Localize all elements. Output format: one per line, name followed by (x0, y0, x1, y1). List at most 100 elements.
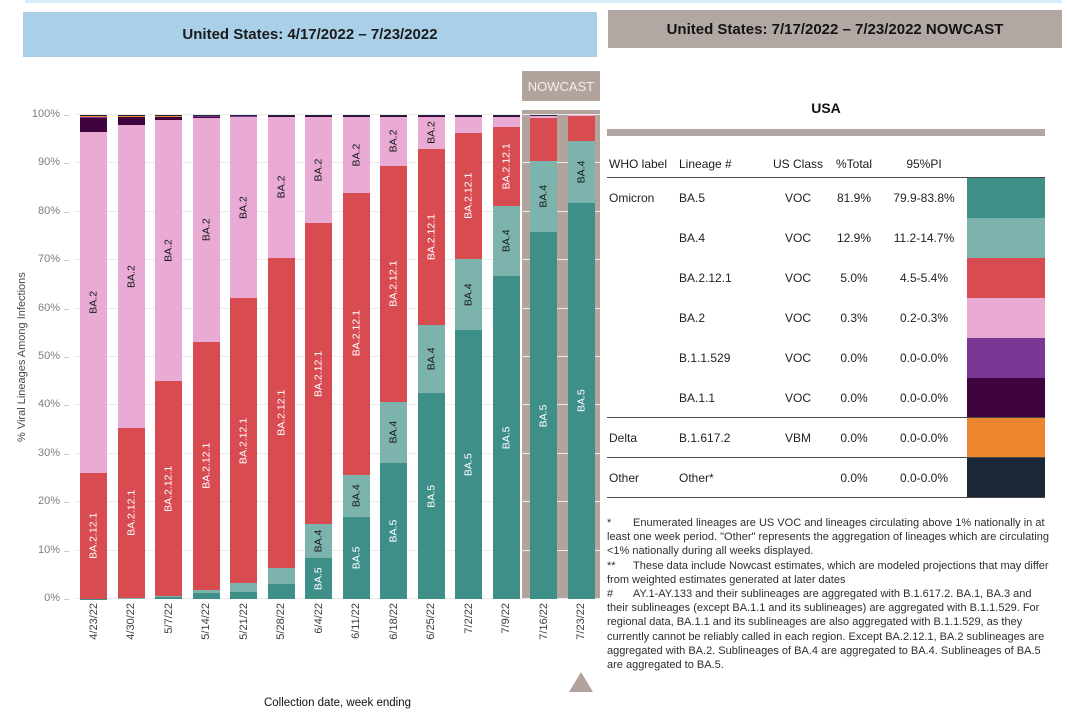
bar-segment-BA.4[interactable] (267, 567, 295, 584)
bar-segment-BA.1.1[interactable] (117, 117, 145, 125)
footnote: * Enumerated lineages are US VOC and line… (607, 517, 1049, 558)
table-cell: 79.9-83.8% (893, 191, 955, 205)
bar-segment-BA.1.1[interactable] (80, 117, 108, 132)
bar-segment-BA.5[interactable]: BA.5 (342, 516, 370, 599)
stacked-bar-6-11-22[interactable]: BA.5 BA.4 BA.2.12.1 BA.2 (342, 115, 370, 599)
bar-segment-label: BA.4 (537, 184, 550, 208)
stacked-bar-5-7-22[interactable]: BA.2.12.1 BA.2 (155, 115, 183, 599)
bar-segment-BA.5[interactable] (230, 591, 258, 599)
stacked-bar-6-25-22[interactable]: BA.5 BA.4 BA.2.12.1 BA.2 (417, 115, 445, 599)
bar-segment-BA.2.12.1[interactable]: BA.2.12.1 (80, 472, 108, 599)
bar-segment-BA.2[interactable]: BA.2 (192, 117, 220, 343)
bar-segment-BA.4[interactable] (155, 596, 183, 598)
bar-segment-BA.5[interactable]: BA.5 (455, 329, 483, 599)
right-table-title: United States: 7/17/2022 – 7/23/2022 NOW… (608, 10, 1062, 48)
table-cell: 0.0-0.0% (899, 470, 949, 485)
stacked-bar-7-9-22[interactable]: BA.5 BA.4 BA.2.12.1 (492, 115, 520, 599)
table-cell: 0.3% (840, 311, 868, 325)
bar-segment-B.1.1.529[interactable] (80, 116, 108, 118)
x-label-slot: 4/30/22 (113, 603, 151, 667)
table-cell: Other (609, 470, 640, 485)
bar-segment-BA.5[interactable]: BA.5 (530, 231, 558, 599)
bar-segment-BA.2[interactable] (530, 115, 558, 118)
bar-segment-BA.4[interactable]: BA.4 (380, 402, 408, 463)
bar-slot: BA.2.12.1 BA.2 (188, 115, 226, 599)
bar-segment-BA.5[interactable] (117, 598, 145, 599)
table-header-cell: 95%PI (906, 156, 942, 171)
lineage-color-swatch (967, 378, 1045, 417)
x-tick-label: 6/18/22 (387, 603, 400, 640)
bar-segment-BA.2.12.1[interactable]: BA.2.12.1 (417, 148, 445, 326)
bar-segment-BA.2.12.1[interactable]: BA.2.12.1 (267, 257, 295, 568)
x-tick-label: 4/23/22 (87, 603, 100, 640)
bar-slot: BA.5 BA.4 BA.2.12.1 BA.2 (300, 115, 338, 599)
bar-segment-B.1.1.529[interactable] (117, 116, 145, 117)
bar-segment-BA.5[interactable] (192, 593, 220, 599)
bar-segment-BA.4[interactable]: BA.4 (530, 161, 558, 232)
stacked-bar-6-18-22[interactable]: BA.5 BA.4 BA.2.12.1 BA.2 (380, 115, 408, 599)
bar-segment-BA.4[interactable]: BA.4 (305, 524, 333, 558)
bar-segment-BA.2.12.1[interactable]: BA.2.12.1 (192, 342, 220, 590)
bar-segment-BA.2[interactable] (567, 115, 595, 117)
bar-segment-BA.5[interactable] (155, 597, 183, 599)
bar-segment-BA.2.12.1[interactable]: BA.2.12.1 (342, 193, 370, 475)
bar-segment-BA.2[interactable]: BA.2 (80, 131, 108, 473)
lineage-color-swatch (967, 258, 1045, 298)
bar-segment-BA.2[interactable]: BA.2 (230, 116, 258, 298)
bar-segment-BA.4[interactable]: BA.4 (492, 205, 520, 276)
bar-segment-BA.2[interactable]: BA.2 (117, 124, 145, 428)
bar-segment-BA.5[interactable] (267, 583, 295, 599)
bar-segment-BA.1.1[interactable] (155, 116, 183, 121)
stacked-bar-4-23-22[interactable]: BA.2.12.1 BA.2 (80, 115, 108, 599)
bar-slot: BA.2.12.1 BA.2 (150, 115, 188, 599)
bar-slot: BA.5 BA.4 BA.2.12.1 BA.2 (338, 115, 376, 599)
bar-segment-BA.2[interactable]: BA.2 (380, 115, 408, 167)
bar-segment-BA.2.12.1[interactable]: BA.2.12.1 (455, 132, 483, 259)
bar-segment-BA.5[interactable]: BA.5 (492, 275, 520, 599)
stacked-bar-7-16-22[interactable]: BA.5 BA.4 (530, 115, 558, 599)
table-cell: 0.2-0.3% (899, 311, 949, 325)
bar-segment-BA.5[interactable]: BA.5 (417, 393, 445, 599)
bar-segment-BA.4[interactable] (230, 583, 258, 592)
stacked-bar-5-21-22[interactable]: BA.2.12.1 BA.2 (230, 115, 258, 599)
bar-segment-BA.2.12.1[interactable] (530, 117, 558, 161)
table-cell: 0.0-0.0% (899, 430, 949, 445)
bar-segment-BA.1.1[interactable] (267, 115, 295, 117)
bar-segment-BA.5[interactable]: BA.5 (305, 557, 333, 599)
bar-segment-label: BA.2.12.1 (387, 261, 400, 308)
bar-segment-BA.2[interactable]: BA.2 (155, 120, 183, 382)
gridline (75, 210, 600, 212)
bar-segment-label: BA.2.12.1 (118, 428, 145, 598)
bar-segment-BA.4[interactable] (192, 589, 220, 594)
bar-segment-BA.2.12.1[interactable]: BA.2.12.1 (155, 381, 183, 597)
stacked-bar-4-30-22[interactable]: BA.2.12.1 BA.2 (117, 115, 145, 599)
bar-segment-BA.2.12.1[interactable] (567, 116, 595, 141)
bar-segment-BA.5[interactable]: BA.5 (567, 202, 595, 599)
table-header-row: WHO label Lineage # US Class %Total 95%PI (607, 150, 1045, 178)
bar-segment-BA.1.1[interactable] (230, 116, 258, 117)
bar-segment-BA.2[interactable]: BA.2 (417, 116, 445, 149)
bar-segment-BA.4[interactable]: BA.4 (342, 474, 370, 517)
stacked-bar-5-14-22[interactable]: BA.2.12.1 BA.2 (192, 115, 220, 599)
bar-segment-BA.4[interactable]: BA.4 (567, 140, 595, 203)
bar-segment-BA.4[interactable]: BA.4 (417, 325, 445, 394)
stacked-bar-7-23-22[interactable]: BA.5 BA.4 (567, 115, 595, 599)
bar-segment-BA.2[interactable]: BA.2 (305, 116, 333, 224)
bar-segment-BA.1.1[interactable] (192, 116, 220, 118)
bar-segment-Other[interactable] (80, 115, 108, 117)
bar-segment-BA.2.12.1[interactable]: BA.2.12.1 (380, 166, 408, 403)
gridline (75, 404, 600, 406)
bar-segment-BA.2.12.1[interactable]: BA.2.12.1 (492, 127, 520, 206)
bar-segment-BA.2[interactable] (455, 116, 483, 133)
stacked-bar-6-4-22[interactable]: BA.5 BA.4 BA.2.12.1 BA.2 (305, 115, 333, 599)
bar-segment-BA.2[interactable]: BA.2 (342, 116, 370, 194)
bar-segment-BA.2.12.1[interactable]: BA.2.12.1 (230, 297, 258, 584)
bar-segment-BA.4[interactable]: BA.4 (455, 258, 483, 330)
bar-segment-BA.2[interactable] (492, 116, 520, 128)
stacked-bar-7-2-22[interactable]: BA.5 BA.4 BA.2.12.1 (455, 115, 483, 599)
stacked-bar-5-28-22[interactable]: BA.2.12.1 BA.2 (267, 115, 295, 599)
bar-segment-BA.2.12.1[interactable]: BA.2.12.1 (305, 223, 333, 525)
bar-segment-BA.2.12.1[interactable]: BA.2.12.1 (117, 427, 145, 598)
bar-segment-BA.5[interactable]: BA.5 (380, 462, 408, 599)
bar-segment-BA.2[interactable]: BA.2 (267, 116, 295, 258)
